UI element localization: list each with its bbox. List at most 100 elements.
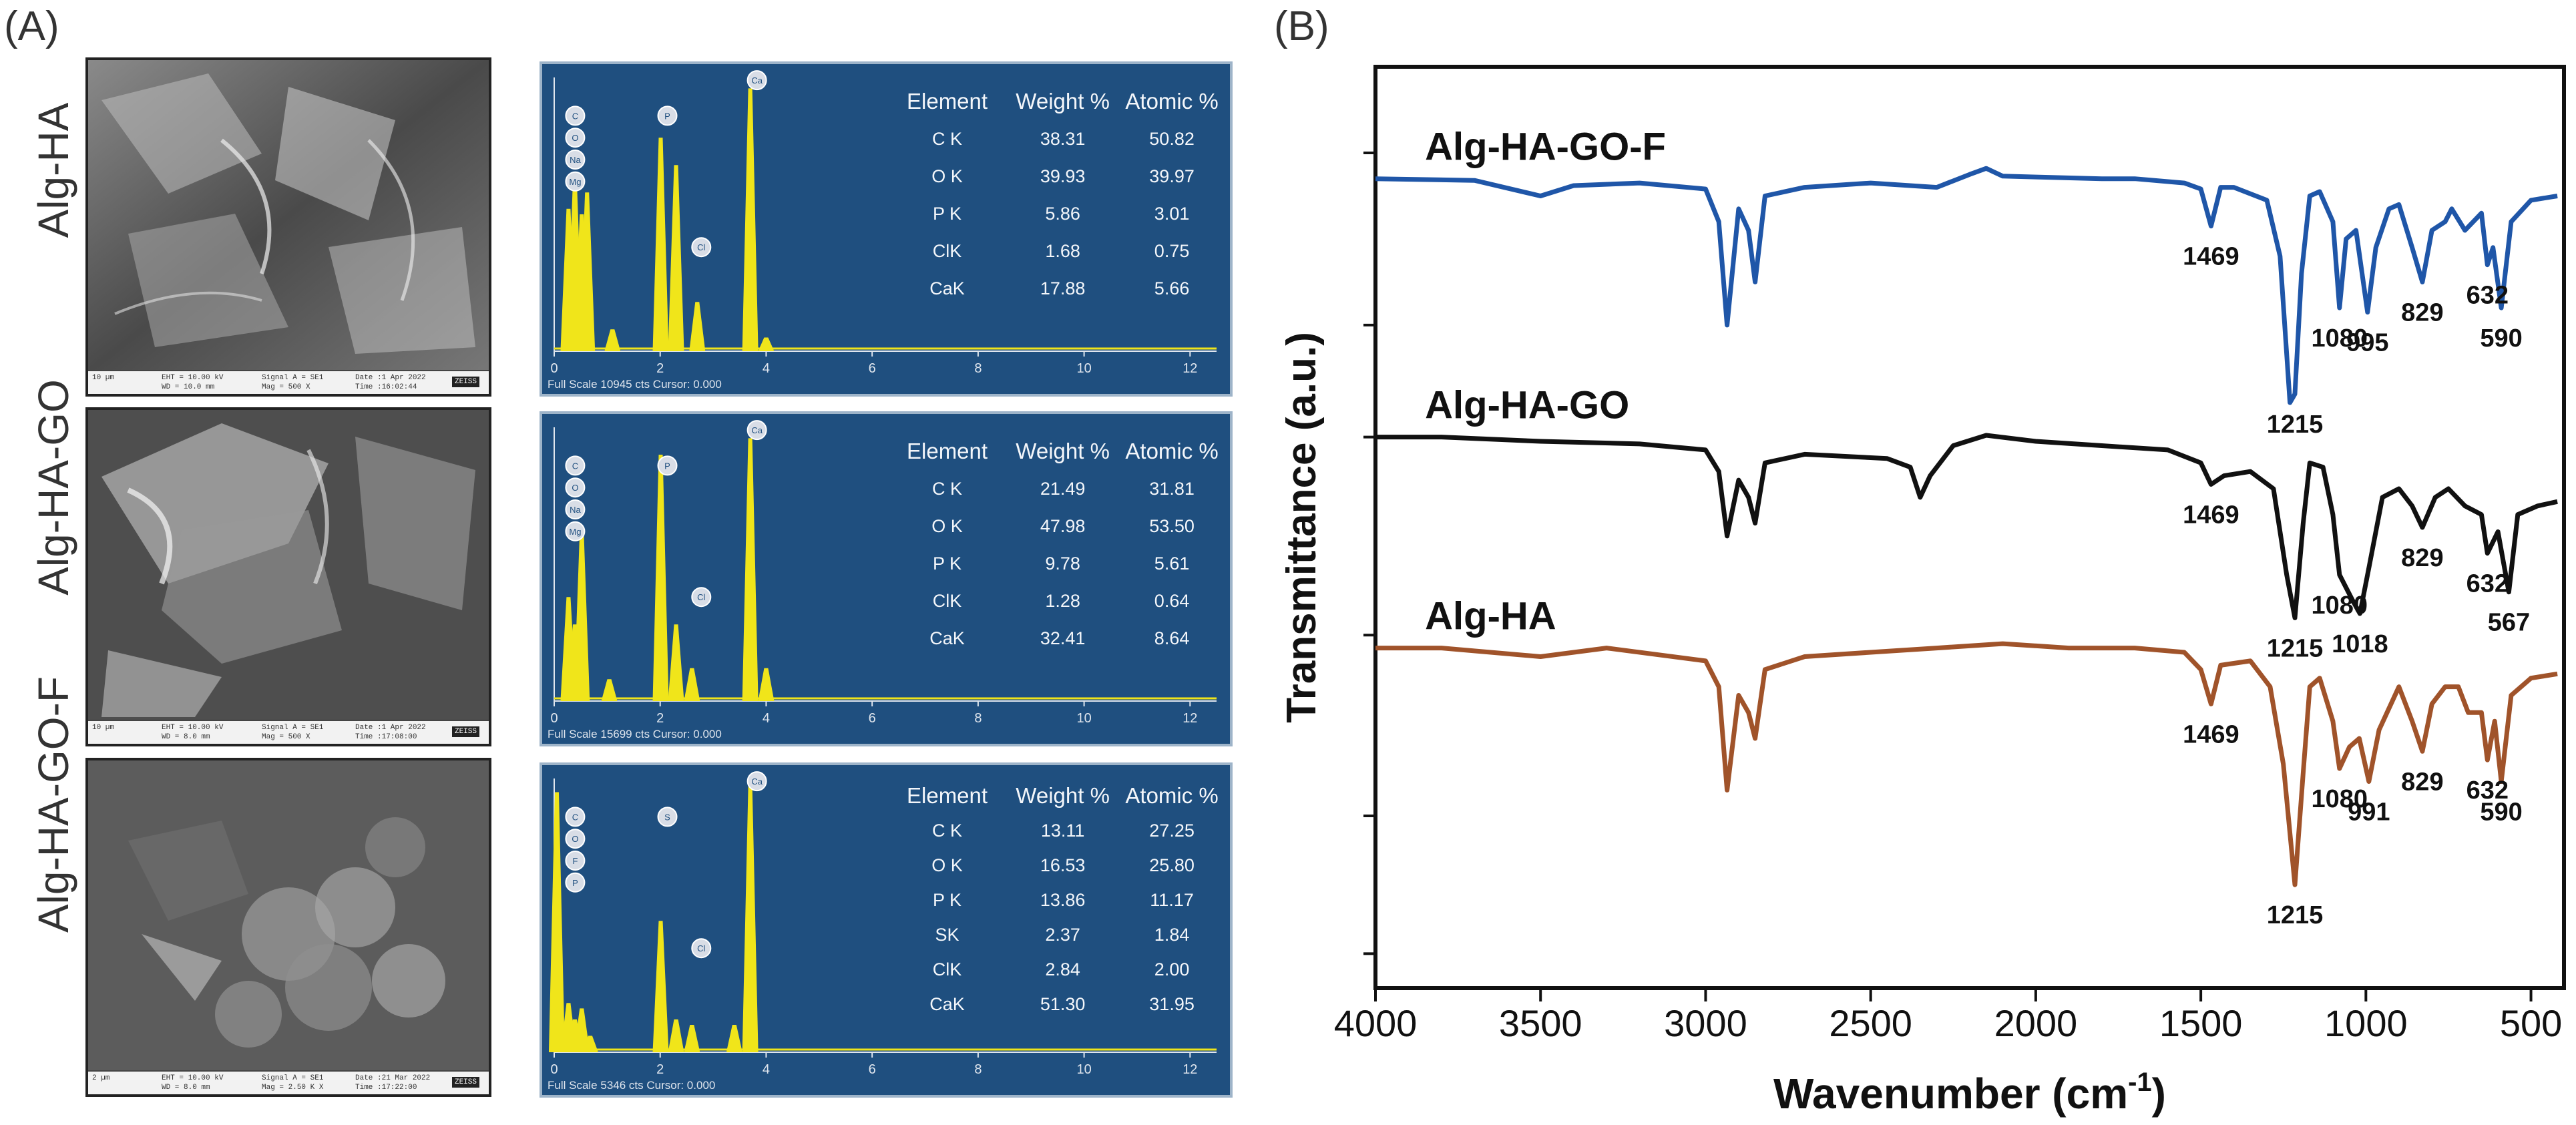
eds-peak bbox=[684, 1025, 700, 1052]
cell-weight: 2.37 bbox=[1045, 924, 1080, 945]
time-text: Time :16:02:44 bbox=[355, 383, 417, 391]
sem-image-alg-ha: 10 µm EHT = 10.00 kV WD = 10.0 mm Signal… bbox=[85, 57, 491, 397]
eds-peak bbox=[574, 1008, 590, 1052]
cell-element: ClK bbox=[932, 240, 962, 261]
plot-frame bbox=[1373, 65, 2566, 990]
signal-text: Signal A = SE1 bbox=[262, 1074, 324, 1082]
table-row: P K 13.86 11.17 bbox=[889, 883, 1223, 917]
cell-element: P K bbox=[933, 203, 962, 224]
cell-atomic: 50.82 bbox=[1149, 128, 1195, 149]
sem-info-bar: 10 µm EHT = 10.00 kV WD = 10.0 mm Signal… bbox=[88, 370, 489, 394]
eds-table-header: Element Weight % Atomic % bbox=[889, 83, 1223, 120]
table-row: ClK 1.28 0.64 bbox=[889, 582, 1223, 620]
peak-label: 590 bbox=[2480, 324, 2522, 353]
cell-element: CaK bbox=[929, 278, 965, 298]
eds-tick-label: 4 bbox=[763, 711, 770, 726]
x-tick-label: 500 bbox=[2500, 1002, 2562, 1044]
eds-peak-marker bbox=[565, 807, 586, 827]
eds-peak-label: C bbox=[572, 461, 578, 471]
zeiss-logo: ZEISS bbox=[452, 1077, 480, 1088]
scale-bar-label: 10 µm bbox=[92, 724, 115, 732]
cell-element: CaK bbox=[929, 993, 965, 1014]
cell-atomic: 11.17 bbox=[1150, 889, 1194, 910]
eds-peak-label: Cl bbox=[697, 943, 705, 953]
eds-peak-label: Na bbox=[570, 505, 581, 515]
cell-weight: 17.88 bbox=[1040, 278, 1086, 298]
cell-weight: 13.86 bbox=[1040, 889, 1086, 910]
peak-label: 1215 bbox=[2267, 634, 2324, 662]
eds-footer: Full Scale 5346 cts Cursor: 0.000 bbox=[548, 1079, 716, 1092]
cell-weight: 1.28 bbox=[1045, 590, 1080, 611]
cell-element: ClK bbox=[932, 959, 962, 979]
eds-peak-label: O bbox=[572, 834, 578, 844]
x-tick-label: 4000 bbox=[1334, 1002, 1418, 1044]
signal-text: Signal A = SE1 bbox=[262, 724, 324, 732]
eds-peak-marker bbox=[746, 771, 767, 792]
cell-element: C K bbox=[932, 820, 963, 841]
eds-peak-marker bbox=[565, 521, 586, 541]
peak-label: 1018 bbox=[2332, 630, 2388, 658]
eds-peak-marker bbox=[746, 70, 767, 91]
peak-label: 829 bbox=[2401, 544, 2443, 572]
eds-tick-label: 12 bbox=[1183, 1062, 1197, 1077]
eds-peak-label: O bbox=[572, 483, 578, 493]
table-row: CaK 51.30 31.95 bbox=[889, 987, 1223, 1022]
cell-atomic: 1.84 bbox=[1154, 924, 1190, 945]
peak-label: 991 bbox=[2348, 798, 2390, 826]
eds-table: Element Weight % Atomic % C K 13.11 27.25 … bbox=[889, 778, 1223, 1022]
sem-info-bar: 2 µm EHT = 10.00 kV WD = 8.0 mm Signal A… bbox=[88, 1070, 489, 1094]
wd-text: WD = 10.0 mm bbox=[162, 383, 215, 391]
table-row: CaK 32.41 8.64 bbox=[889, 620, 1223, 657]
peak-label: 590 bbox=[2480, 798, 2522, 826]
date-text: Date :21 Mar 2022 bbox=[355, 1074, 431, 1082]
series-label: Alg-HA-GO bbox=[1425, 384, 1629, 427]
date-text: Date :1 Apr 2022 bbox=[355, 374, 426, 382]
table-row: ClK 2.84 2.00 bbox=[889, 952, 1223, 987]
scale-bar-label: 10 µm bbox=[92, 374, 115, 382]
col-atomic: Atomic % bbox=[1125, 783, 1219, 808]
table-row: SK 2.37 1.84 bbox=[889, 917, 1223, 952]
panel-b-label: (B) bbox=[1274, 3, 1329, 49]
cell-atomic: 31.81 bbox=[1149, 478, 1195, 499]
eds-peak-label: S bbox=[664, 812, 670, 822]
eds-tick-label: 6 bbox=[869, 1062, 876, 1077]
cell-atomic: 27.25 bbox=[1149, 820, 1195, 841]
sem-texture bbox=[88, 60, 489, 371]
eds-peak-label: P bbox=[664, 111, 670, 121]
sem-texture bbox=[88, 410, 489, 721]
table-row: CaK 17.88 5.66 bbox=[889, 270, 1223, 307]
cell-atomic: 0.75 bbox=[1154, 240, 1190, 261]
panel-a-label: (A) bbox=[4, 3, 59, 49]
eds-peak bbox=[742, 88, 759, 351]
series-label: Alg-HA bbox=[1425, 595, 1556, 638]
peak-label: 1469 bbox=[2183, 501, 2239, 529]
eds-peak bbox=[668, 1019, 684, 1052]
eds-footer: Full Scale 15699 cts Cursor: 0.000 bbox=[548, 728, 722, 740]
cell-weight: 5.86 bbox=[1045, 203, 1080, 224]
cell-element: SK bbox=[935, 924, 959, 945]
peak-label: 1215 bbox=[2267, 411, 2324, 439]
mag-text: Mag = 500 X bbox=[262, 733, 310, 741]
x-tick-label: 1000 bbox=[2324, 1002, 2408, 1044]
x-tick-label: 2500 bbox=[1829, 1002, 1912, 1044]
cell-element: O K bbox=[931, 855, 963, 875]
peak-label: 1080 bbox=[2312, 324, 2368, 353]
peak-label: 1469 bbox=[2183, 720, 2239, 748]
eds-tick-label: 2 bbox=[656, 1062, 664, 1077]
eds-tick-label: 10 bbox=[1076, 1062, 1091, 1077]
eds-peak-marker bbox=[565, 128, 586, 148]
scale-bar-label: 2 µm bbox=[92, 1074, 110, 1082]
eds-peak bbox=[652, 921, 669, 1052]
eds-peak-marker bbox=[565, 872, 586, 893]
eds-tick-label: 12 bbox=[1183, 361, 1197, 376]
eht-text: EHT = 10.00 kV bbox=[162, 374, 224, 382]
table-row: P K 5.86 3.01 bbox=[889, 195, 1223, 232]
x-tick-label: 3500 bbox=[1499, 1002, 1582, 1044]
cell-atomic: 3.01 bbox=[1154, 203, 1190, 224]
table-row: O K 16.53 25.80 bbox=[889, 848, 1223, 883]
table-row: P K 9.78 5.61 bbox=[889, 545, 1223, 582]
eds-peak-marker bbox=[746, 420, 767, 441]
wd-text: WD = 8.0 mm bbox=[162, 1084, 210, 1092]
cell-weight: 38.31 bbox=[1040, 128, 1086, 149]
eds-tick-label: 0 bbox=[550, 1062, 558, 1077]
